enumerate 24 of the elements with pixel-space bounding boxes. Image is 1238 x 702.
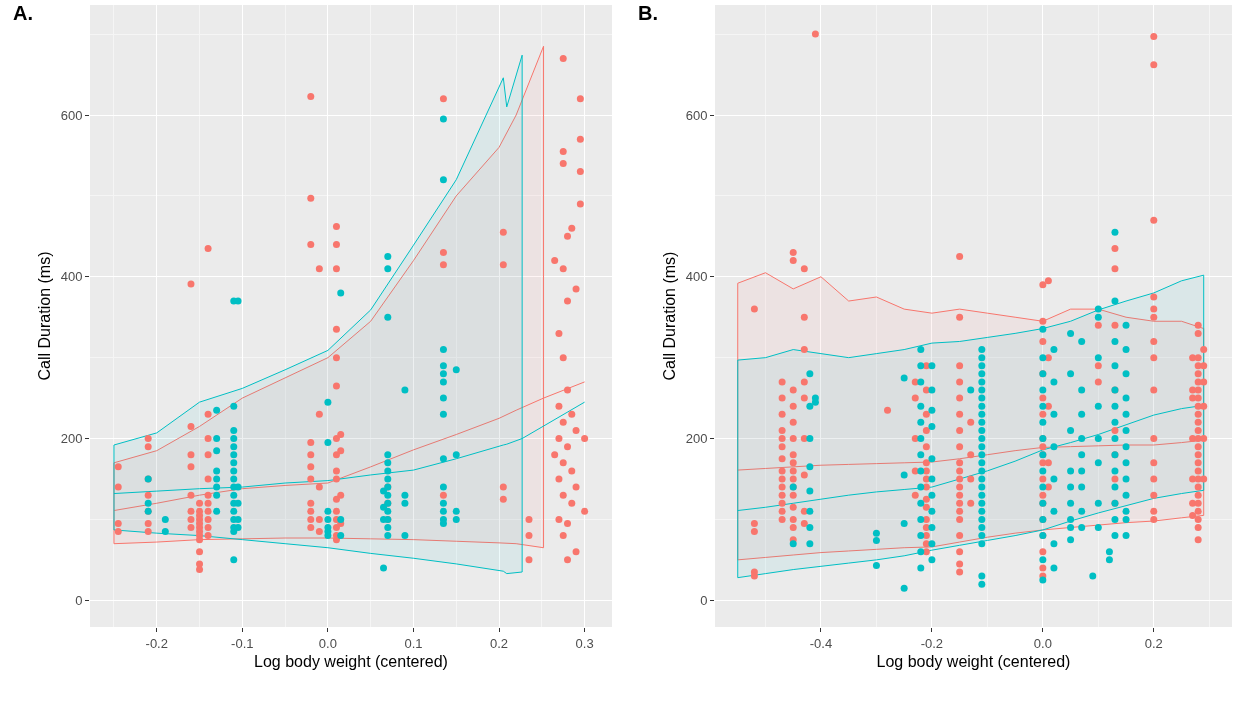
y-axis-title: Call Duration (ms): [660, 251, 678, 381]
x-tick-label: 0.0: [318, 635, 337, 651]
chart-title: A.: [13, 2, 33, 24]
x-tick-label: -0.4: [809, 635, 833, 651]
x-tick-label: 0.2: [1144, 635, 1163, 651]
y-tick-label: 400: [60, 269, 83, 285]
x-tick-label: 0.1: [404, 635, 423, 651]
x-tick-label: 0.0: [1033, 635, 1052, 651]
x-tick-label: 0.3: [575, 635, 594, 651]
x-axis-title: Log body weight (centered): [254, 653, 448, 671]
x-tick-label: -0.2: [145, 635, 168, 651]
y-axis-title: Call Duration (ms): [35, 251, 53, 381]
y-tick-label: 0: [75, 592, 83, 608]
x-axis-title: Log body weight (centered): [876, 653, 1071, 671]
y-tick-label: 0: [700, 592, 708, 608]
x-tick-label: -0.2: [920, 635, 944, 651]
y-tick-label: 400: [685, 269, 708, 285]
x-tick-label: 0.2: [490, 635, 509, 651]
y-tick-label: 600: [685, 107, 708, 123]
chart-title: B.: [638, 2, 658, 24]
x-tick-label: -0.1: [231, 635, 254, 651]
y-tick-label: 200: [685, 431, 708, 447]
y-tick-label: 600: [60, 107, 83, 123]
y-tick-label: 200: [60, 431, 83, 447]
